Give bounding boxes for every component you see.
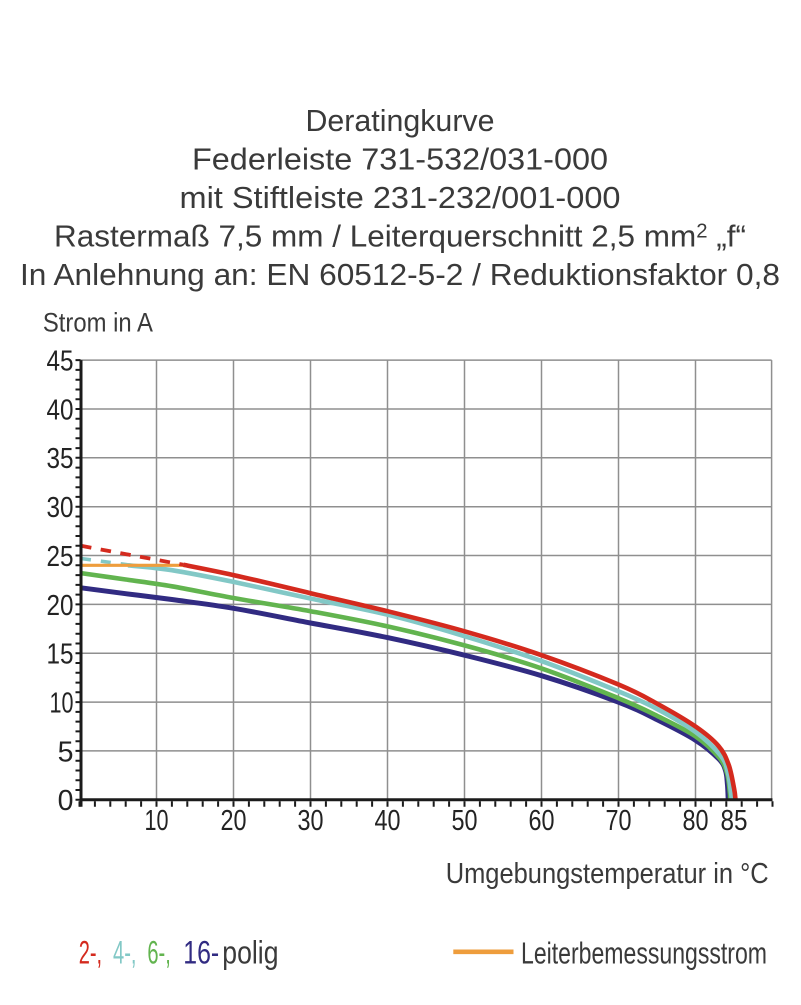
svg-text:40: 40 — [47, 394, 74, 426]
svg-text:4-,: 4-, — [113, 935, 137, 971]
svg-text:Deratingkurve: Deratingkurve — [306, 103, 495, 138]
svg-text:60: 60 — [529, 805, 555, 837]
svg-text:Leiterbemessungsstrom: Leiterbemessungsstrom — [521, 936, 767, 971]
svg-text:Strom in A: Strom in A — [43, 308, 153, 338]
svg-text:10: 10 — [145, 805, 169, 837]
svg-text:35: 35 — [47, 443, 74, 475]
svg-text:30: 30 — [47, 492, 74, 524]
svg-text:20: 20 — [221, 805, 247, 837]
svg-text:15: 15 — [47, 639, 74, 671]
svg-text:6-,: 6-, — [147, 935, 170, 971]
svg-text:45: 45 — [47, 346, 74, 378]
svg-text:25: 25 — [47, 541, 74, 573]
svg-text:2-,: 2-, — [79, 935, 102, 971]
svg-text:polig: polig — [222, 935, 278, 971]
svg-text:Umgebungstemperatur in °C: Umgebungstemperatur in °C — [446, 858, 769, 890]
svg-text:50: 50 — [452, 805, 478, 837]
svg-text:70: 70 — [606, 805, 632, 837]
svg-text:20: 20 — [47, 590, 74, 622]
svg-text:Rastermaß 7,5 mm / Leiterquers: Rastermaß 7,5 mm / Leiterquerschnitt 2,5… — [54, 219, 746, 254]
svg-text:40: 40 — [375, 805, 401, 837]
svg-text:85: 85 — [721, 805, 748, 837]
svg-text:10: 10 — [50, 688, 74, 720]
svg-text:0: 0 — [58, 785, 74, 817]
svg-text:In Anlehnung an: EN 60512-5-2: In Anlehnung an: EN 60512-5-2 / Reduktio… — [20, 257, 780, 292]
svg-text:Federleiste 731-532/031-000: Federleiste 731-532/031-000 — [192, 142, 608, 177]
svg-text:30: 30 — [298, 805, 324, 837]
svg-text:5: 5 — [58, 736, 74, 768]
svg-text:80: 80 — [683, 805, 709, 837]
svg-text:mit Stiftleiste 231-232/001-00: mit Stiftleiste 231-232/001-000 — [180, 180, 621, 215]
svg-text:16-: 16- — [183, 935, 219, 971]
